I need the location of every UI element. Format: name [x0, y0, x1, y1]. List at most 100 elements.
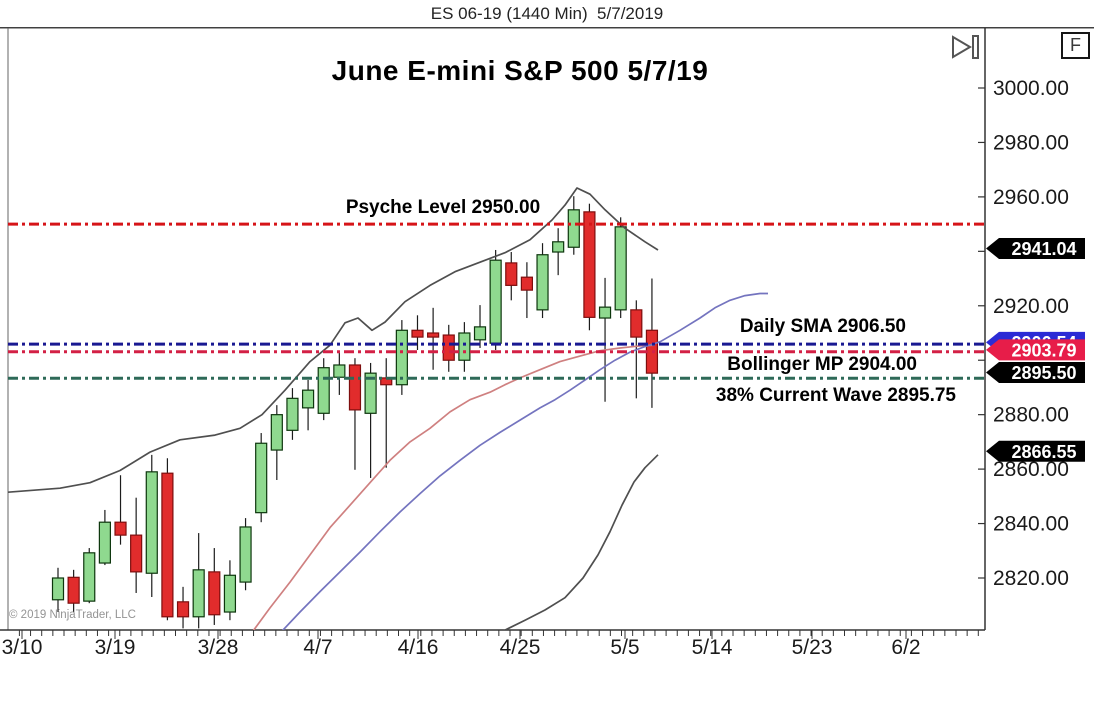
candle-body — [505, 262, 518, 286]
price-marker-value: 2895.50 — [1011, 363, 1076, 383]
candle-body — [536, 254, 549, 311]
price-marker: 2941.04 — [986, 238, 1085, 260]
candle — [67, 569, 80, 613]
candle — [145, 454, 158, 598]
candle-body — [567, 209, 580, 248]
candle-body — [161, 472, 174, 618]
candle — [51, 567, 65, 613]
time-axis-label: 4/25 — [500, 636, 541, 659]
price-marker-value: 2866.55 — [1011, 442, 1076, 462]
price-marker-shape — [986, 339, 1085, 361]
candle — [223, 560, 237, 621]
candle — [505, 252, 518, 301]
candle-body — [473, 326, 487, 341]
candle — [489, 249, 502, 351]
candle — [458, 322, 471, 372]
candle-body — [364, 372, 377, 414]
bollinger-upper-band — [8, 187, 659, 494]
bollinger-lower-band — [503, 454, 659, 630]
candle — [473, 305, 487, 348]
price-marker-shape — [986, 361, 1085, 383]
candle-body — [489, 259, 502, 344]
candle-body — [520, 276, 534, 291]
time-axis-label: 4/16 — [398, 636, 439, 659]
price-marker: 2866.55 — [986, 440, 1085, 462]
candle — [364, 362, 377, 478]
time-axis[interactable]: 3/10 3/19 3/28 4/7 4/16 4/25 5/5 5/14 5/23 6/2 — [2, 630, 979, 659]
time-axis-label: 5/14 — [692, 636, 733, 659]
candle-body — [208, 571, 221, 616]
candle-body — [333, 364, 346, 378]
candle-body — [51, 577, 65, 601]
blue-daily-sma — [281, 292, 768, 630]
candle — [239, 518, 252, 591]
candle — [317, 358, 330, 421]
chart-title: June E-mini S&P 500 5/7/19 — [331, 55, 709, 86]
time-axis-label: 5/23 — [792, 636, 833, 659]
candle — [348, 358, 362, 470]
candle — [176, 586, 190, 629]
candle-body — [130, 534, 143, 573]
price-axis-label: 2880.00 — [993, 404, 1069, 427]
candle — [614, 217, 627, 319]
candle — [114, 475, 127, 545]
candle-body — [176, 601, 190, 618]
pink-moving-average — [252, 344, 656, 630]
candle — [301, 379, 315, 431]
candle-body — [348, 364, 362, 411]
candle — [161, 458, 174, 621]
candle-body — [442, 334, 455, 361]
candle-body — [192, 569, 205, 618]
candle — [286, 388, 299, 440]
candle — [567, 196, 580, 255]
candle — [380, 358, 393, 468]
candle-body — [83, 552, 96, 602]
candle — [333, 352, 346, 395]
candle-body — [301, 389, 315, 409]
price-marker: 2903.79 — [986, 339, 1085, 361]
price-axis-label: 2920.00 — [993, 295, 1069, 318]
candle — [255, 433, 268, 523]
candle — [208, 548, 221, 625]
price-axis-label: 2860.00 — [993, 458, 1069, 481]
candle-body — [114, 521, 127, 536]
copyright-notice: © 2019 NinjaTrader, LLC — [9, 609, 136, 621]
candle-body — [270, 414, 283, 451]
candle-body — [98, 521, 111, 564]
candle — [411, 315, 424, 351]
candle-body — [598, 306, 612, 319]
candle — [270, 405, 283, 480]
annotation-daily-sma[interactable]: Daily SMA 2906.50 — [739, 316, 906, 337]
candlestick-series — [51, 196, 659, 629]
candle — [395, 320, 408, 395]
annotation-fib-wave[interactable]: 38% Current Wave 2895.75 — [715, 385, 956, 406]
window-title: ES 06-19 (1440 Min) 5/7/2019 — [0, 0, 1094, 28]
candle — [98, 509, 111, 566]
price-axis-label: 2820.00 — [993, 567, 1069, 590]
annotation-bollinger-mp[interactable]: Bollinger MP 2904.00 — [727, 354, 917, 375]
candle-body — [458, 332, 471, 361]
candle — [83, 548, 96, 604]
time-axis-label: 4/7 — [303, 636, 332, 659]
candle-body — [583, 211, 596, 318]
price-axis[interactable]: 3000.00 2980.00 2960.00 2920.00 2880.00 2860.… — [978, 77, 1069, 590]
price-axis-label: 2960.00 — [993, 186, 1069, 209]
candle — [192, 533, 205, 629]
step-forward-icon[interactable] — [946, 34, 982, 62]
chart-f-button[interactable]: F — [1061, 32, 1090, 59]
time-axis-label: 3/28 — [198, 636, 239, 659]
price-axis-label: 2980.00 — [993, 131, 1069, 154]
candle-body — [427, 332, 440, 338]
time-axis-label: 6/2 — [891, 636, 920, 659]
price-marker-shape — [986, 440, 1085, 462]
indicator-lines — [8, 187, 768, 630]
time-axis-label: 5/5 — [610, 636, 639, 659]
annotation-psyche-level[interactable]: Psyche Level 2950.00 — [345, 197, 541, 218]
price-axis-label: 3000.00 — [993, 77, 1069, 100]
candle-body — [630, 309, 643, 338]
time-axis-label: 3/10 — [2, 636, 43, 659]
candle — [552, 228, 565, 276]
price-marker-value: 2903.79 — [1011, 340, 1076, 360]
